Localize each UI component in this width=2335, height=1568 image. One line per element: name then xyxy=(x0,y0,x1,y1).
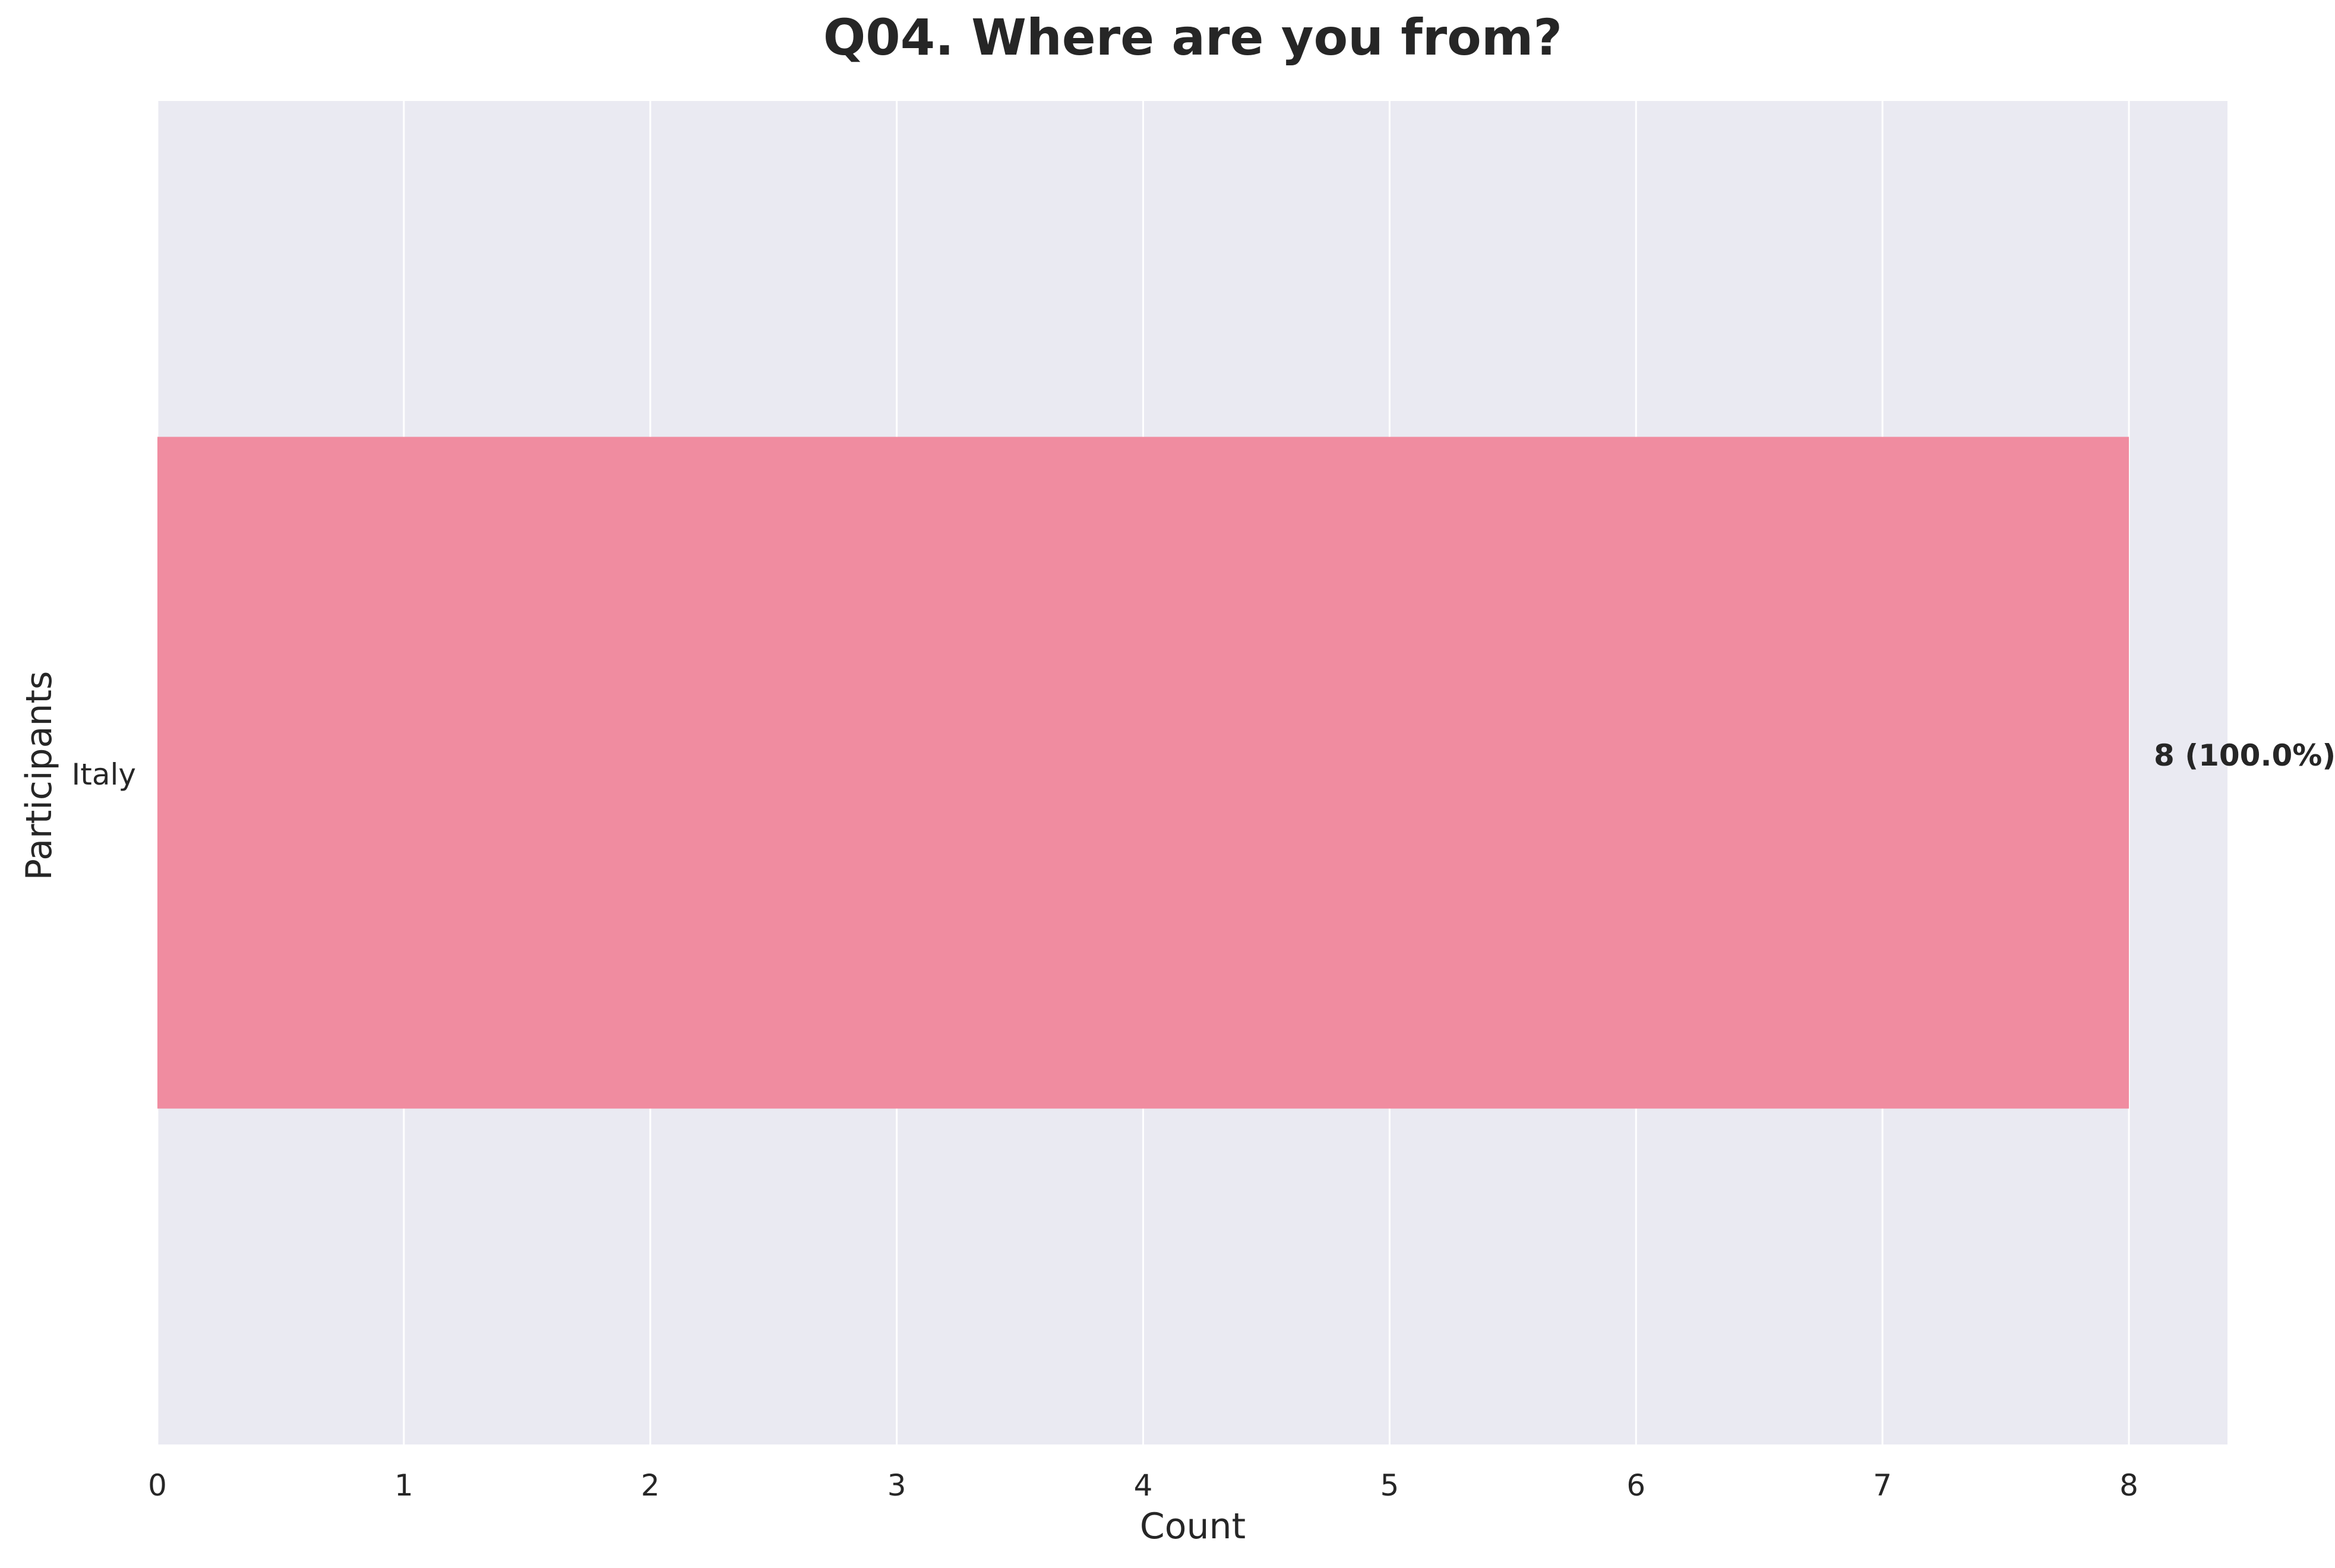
y-tick-label: Italy xyxy=(72,757,136,792)
x-tick-label: 2 xyxy=(641,1468,660,1503)
x-tick-label: 6 xyxy=(1626,1468,1645,1503)
y-axis-label: Participants xyxy=(18,671,60,880)
x-tick-label: 0 xyxy=(148,1468,167,1503)
x-tick-label: 1 xyxy=(394,1468,413,1503)
x-tick-label: 8 xyxy=(2119,1468,2138,1503)
bar-value-label: 8 (100.0%) xyxy=(2154,738,2335,773)
chart-title: Q04. Where are you from? xyxy=(823,8,1562,67)
x-tick-label: 3 xyxy=(887,1468,906,1503)
x-tick-label: 5 xyxy=(1380,1468,1399,1503)
x-tick-label: 7 xyxy=(1873,1468,1892,1503)
bar-italy xyxy=(157,437,2129,1109)
x-tick-label: 4 xyxy=(1134,1468,1153,1503)
x-axis-label: Count xyxy=(1140,1506,1246,1547)
